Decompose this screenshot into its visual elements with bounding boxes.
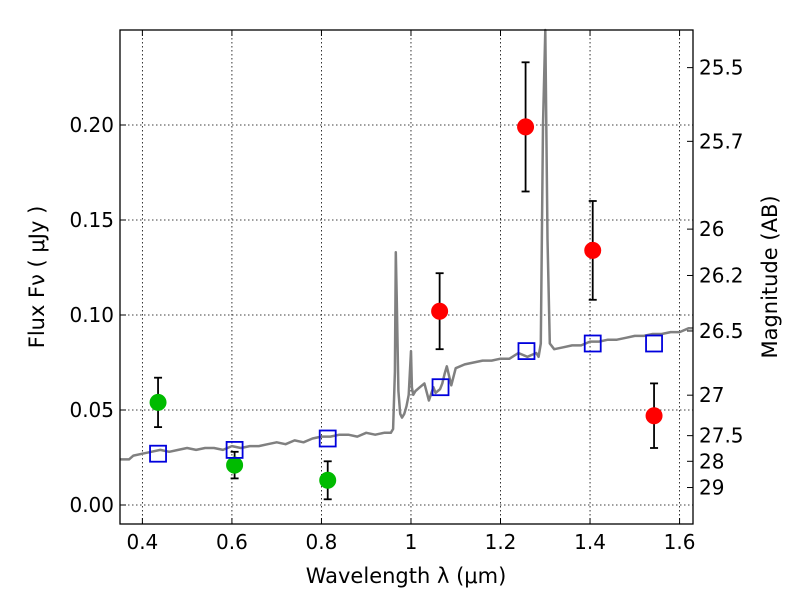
green-point-marker — [319, 471, 337, 489]
y-tick-label: 0.20 — [69, 113, 114, 137]
y-tick-label: 0.10 — [69, 303, 114, 327]
y-axis-right-label: Magnitude (AB) — [758, 195, 782, 358]
green-point-marker — [149, 393, 167, 411]
y-tick-label: 0.15 — [69, 208, 114, 232]
x-tick-label: 1.4 — [574, 530, 606, 554]
red-point-marker — [431, 302, 449, 320]
x-tick-label: 0.6 — [216, 530, 248, 554]
model-square-marker — [517, 342, 536, 361]
x-tick-label: 0.4 — [126, 530, 158, 554]
model-square-marker — [431, 378, 450, 397]
red-point-marker — [584, 241, 602, 259]
ticks-layer: 0.4 0.6 0.8 1 1.2 1.4 1.6 0.00 0.05 0.10 0.15 0.20 2… — [69, 30, 744, 554]
right-tick-label: 26.2 — [699, 263, 744, 287]
y-tick-label: 0.05 — [69, 398, 114, 422]
x-axis-label: Wavelength λ (μm) — [306, 564, 507, 588]
x-tick-label: 0.8 — [306, 530, 338, 554]
right-tick-label: 26.5 — [699, 319, 744, 343]
right-tick-label: 25.5 — [699, 56, 744, 80]
model-square-marker — [149, 444, 167, 463]
plot-frame — [119, 29, 694, 525]
spectrum-layer — [120, 28, 693, 461]
right-tick-label: 27 — [699, 383, 724, 407]
model-square-marker — [225, 440, 244, 459]
right-tick-label: 27.5 — [699, 424, 744, 448]
right-tick-label: 26 — [699, 217, 724, 241]
right-tick-label: 28 — [699, 449, 724, 473]
right-tick-label: 29 — [699, 476, 724, 500]
green-point-marker — [226, 456, 244, 474]
y-tick-label: 0.00 — [69, 493, 114, 517]
red-point-marker — [517, 118, 535, 136]
grid — [120, 30, 693, 524]
x-tick-label: 1 — [405, 530, 418, 554]
spectrum-line — [120, 28, 693, 461]
model-square-marker — [318, 429, 337, 448]
model-square-marker — [645, 334, 663, 353]
red-point-marker — [645, 407, 663, 425]
x-tick-label: 1.6 — [664, 530, 696, 554]
points-layer — [149, 61, 663, 501]
y-axis-label: Flux Fν ( μJy ) — [25, 206, 49, 349]
x-tick-label: 1.2 — [485, 530, 517, 554]
right-tick-label: 25.7 — [699, 129, 744, 153]
model-square-marker — [583, 334, 602, 353]
